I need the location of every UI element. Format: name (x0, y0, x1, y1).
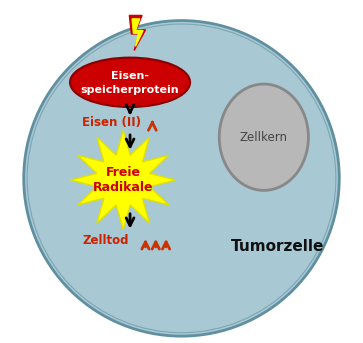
Text: Freie: Freie (106, 166, 141, 179)
Text: Radikale: Radikale (93, 181, 154, 194)
Text: speicherprotein: speicherprotein (81, 85, 179, 95)
Polygon shape (70, 130, 176, 230)
Ellipse shape (219, 84, 309, 190)
Text: Zellkern: Zellkern (240, 131, 288, 144)
Text: Eisen (II): Eisen (II) (82, 116, 141, 129)
Text: Zelltod: Zelltod (83, 234, 129, 247)
Ellipse shape (70, 58, 190, 107)
Text: Eisen-: Eisen- (111, 71, 149, 81)
Ellipse shape (24, 21, 339, 336)
Polygon shape (129, 15, 146, 50)
Text: Tumorzelle: Tumorzelle (231, 239, 324, 255)
Polygon shape (132, 19, 143, 46)
